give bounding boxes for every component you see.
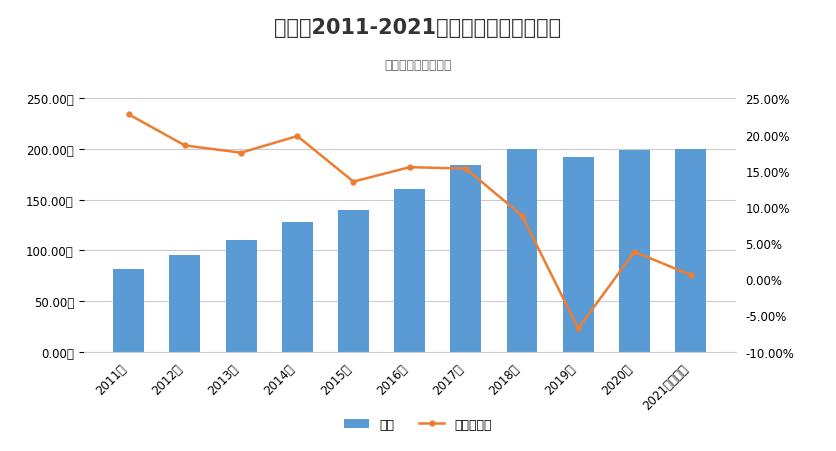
同比增长率	[517, 213, 527, 219]
Bar	[619, 151, 650, 352]
Bar	[338, 210, 369, 352]
同比增长率	[349, 179, 359, 185]
Bar	[170, 256, 201, 352]
同比增长率	[405, 165, 415, 170]
同比增长率	[180, 143, 190, 149]
Line: 同比增长率: 同比增长率	[126, 113, 693, 331]
Bar	[282, 222, 313, 352]
同比增长率	[236, 151, 246, 156]
Bar	[451, 166, 482, 352]
同比增长率	[630, 249, 640, 255]
Text: 数据来源：药智数据: 数据来源：药智数据	[385, 59, 451, 72]
Bar	[507, 150, 538, 352]
Bar	[395, 189, 425, 352]
Bar	[113, 269, 144, 352]
同比增长率	[573, 326, 584, 331]
Bar	[563, 158, 594, 352]
Bar	[226, 241, 257, 352]
同比增长率	[293, 134, 303, 139]
Text: 修美乐2011-2021销售收入及同比增长率: 修美乐2011-2021销售收入及同比增长率	[274, 18, 562, 38]
Bar	[675, 150, 706, 352]
同比增长率	[461, 166, 471, 172]
同比增长率	[124, 112, 134, 118]
同比增长率	[686, 272, 696, 278]
Legend: 收入, 同比增长率: 收入, 同比增长率	[339, 413, 497, 436]
